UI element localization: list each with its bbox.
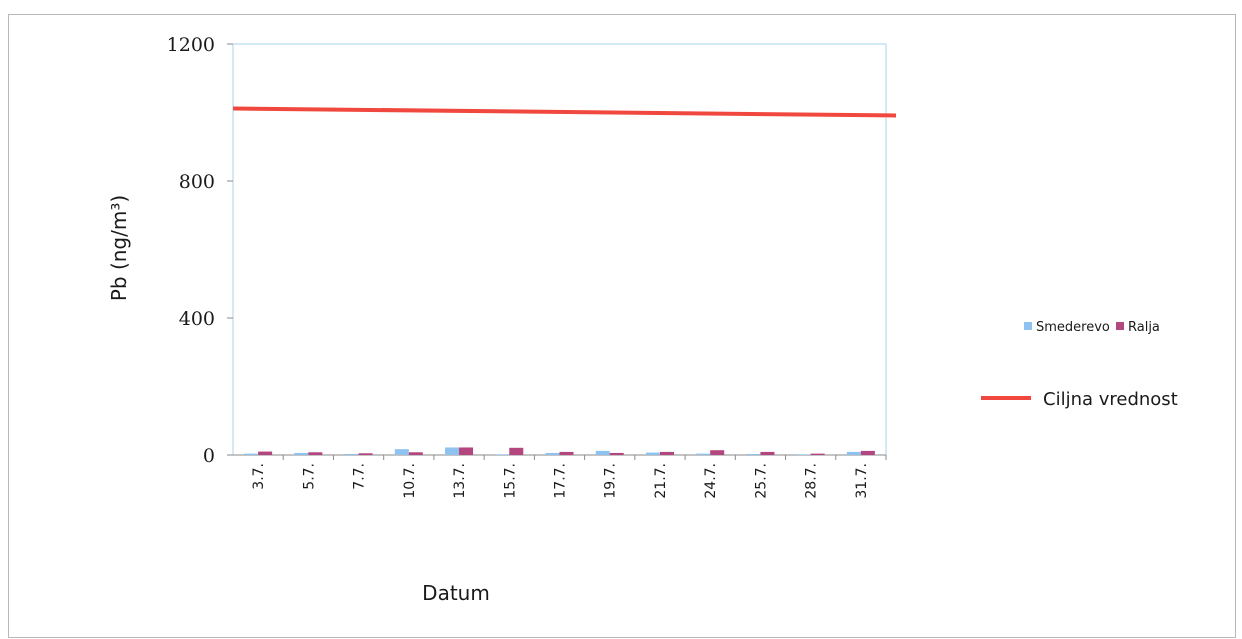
bar-smederevo [394, 449, 409, 455]
chart: 0 400 800 1200 3.7. 5.7. 7.7. 10.7. 13.7. 15.7. 17… [107, 34, 1178, 605]
x-tick-label: 25.7. [753, 463, 769, 499]
legend-label-target: Ciljna vrednost [1043, 389, 1178, 410]
plot-area [232, 43, 887, 456]
plot-border [232, 43, 887, 456]
legend-swatch-ralja [1116, 322, 1124, 330]
y-tick-label: 800 [179, 171, 215, 193]
bar-ralja [408, 452, 423, 455]
bar-ralja [659, 451, 674, 455]
bar-ralja [760, 451, 775, 455]
bar-smederevo [445, 447, 460, 455]
bar-smederevo [595, 450, 610, 455]
x-tick-label: 31.7. [854, 463, 870, 499]
legend-swatch-smederevo [1024, 322, 1032, 330]
bar-ralja [258, 451, 273, 455]
bar-smederevo [495, 454, 510, 455]
chart-frame: 0 400 800 1200 3.7. 5.7. 7.7. 10.7. 13.7. 15.7. 17… [8, 14, 1236, 638]
bar-ralja [810, 453, 825, 455]
legend: Smederevo Ralja Ciljna vrednost [981, 320, 1178, 410]
bar-ralja [509, 447, 524, 455]
bar-smederevo [344, 453, 359, 455]
bars [244, 447, 875, 455]
x-tick-label: 7.7. [352, 463, 368, 490]
bar-ralja [358, 453, 373, 455]
x-tick-label: 3.7. [251, 463, 267, 490]
y-tick-label: 400 [179, 308, 215, 330]
x-tick-label: 10.7. [402, 463, 418, 499]
bar-ralja [308, 452, 323, 455]
x-tick-label: 15.7. [502, 463, 518, 499]
y-axis-title: Pb (ng/m³) [107, 195, 131, 301]
x-tick-label: 17.7. [553, 463, 569, 499]
legend-label-ralja: Ralja [1128, 320, 1160, 335]
x-tick-label: 19.7. [603, 463, 619, 499]
bar-smederevo [645, 452, 660, 455]
tick-labels: 0 400 800 1200 3.7. 5.7. 7.7. 10.7. 13.7. 15.7. 17… [167, 34, 887, 499]
bar-ralja [710, 450, 725, 455]
bar-smederevo [696, 453, 711, 455]
bar-smederevo [294, 452, 309, 455]
x-tick-label: 5.7. [301, 463, 317, 490]
bar-ralja [860, 450, 875, 455]
bar-smederevo [244, 453, 259, 455]
bar-smederevo [846, 451, 861, 455]
bar-ralja [459, 447, 474, 455]
x-axis-title: Datum [422, 581, 490, 605]
x-tick-label: 28.7. [804, 463, 820, 499]
bar-ralja [559, 451, 574, 455]
bar-smederevo [796, 454, 811, 455]
bar-smederevo [746, 453, 761, 455]
x-tick-label: 24.7. [703, 463, 719, 499]
x-tick-label: 13.7. [452, 463, 468, 499]
x-tick-label: 21.7. [653, 463, 669, 499]
y-tick-label: 1200 [167, 34, 215, 56]
target-value-line [232, 106, 897, 118]
bar-smederevo [545, 452, 560, 455]
bar-ralja [609, 452, 624, 455]
y-tick-label: 0 [203, 445, 215, 467]
legend-label-smederevo: Smederevo [1036, 320, 1110, 335]
